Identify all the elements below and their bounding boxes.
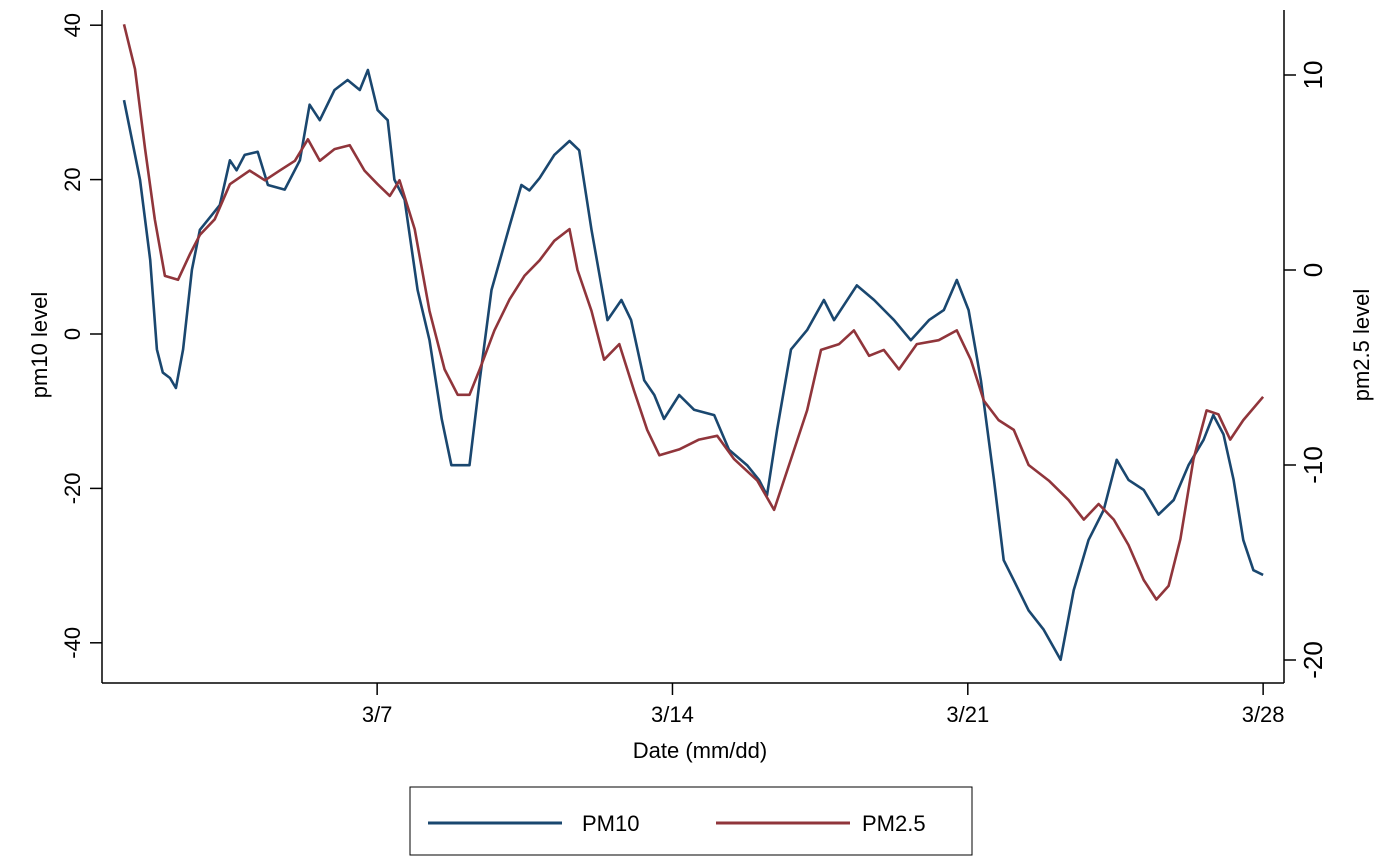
x-tick-label: 3/21	[946, 702, 989, 727]
series-line-pm25	[122, 23, 1265, 601]
x-tick-label: 3/28	[1242, 702, 1285, 727]
x-tick-label: 3/14	[651, 702, 694, 727]
y-tick-label: -40	[60, 627, 85, 659]
y-tick-label: 40	[60, 13, 85, 37]
y-axis-title: pm10 level	[27, 292, 52, 398]
y2-tick-label: -10	[1298, 446, 1328, 484]
x-tick-label: 3/7	[362, 702, 393, 727]
legend: PM10 PM2.5	[409, 786, 973, 856]
y2-tick-label: 0	[1298, 263, 1328, 277]
y-tick-label: 0	[60, 328, 85, 340]
legend-box	[409, 786, 973, 856]
y2-tick-label: -20	[1298, 641, 1328, 679]
legend-label-pm10: PM10	[582, 811, 639, 836]
y2-tick-label: 10	[1298, 61, 1328, 90]
axes	[101, 10, 1285, 684]
y-tick-label: 20	[60, 167, 85, 191]
y-tick-label: -20	[60, 473, 85, 505]
series-line-pm10	[122, 68, 1264, 662]
x-axis-title: Date (mm/dd)	[633, 738, 767, 763]
legend-label-pm25: PM2.5	[862, 811, 926, 836]
y2-axis-title: pm2.5 level	[1349, 289, 1374, 402]
